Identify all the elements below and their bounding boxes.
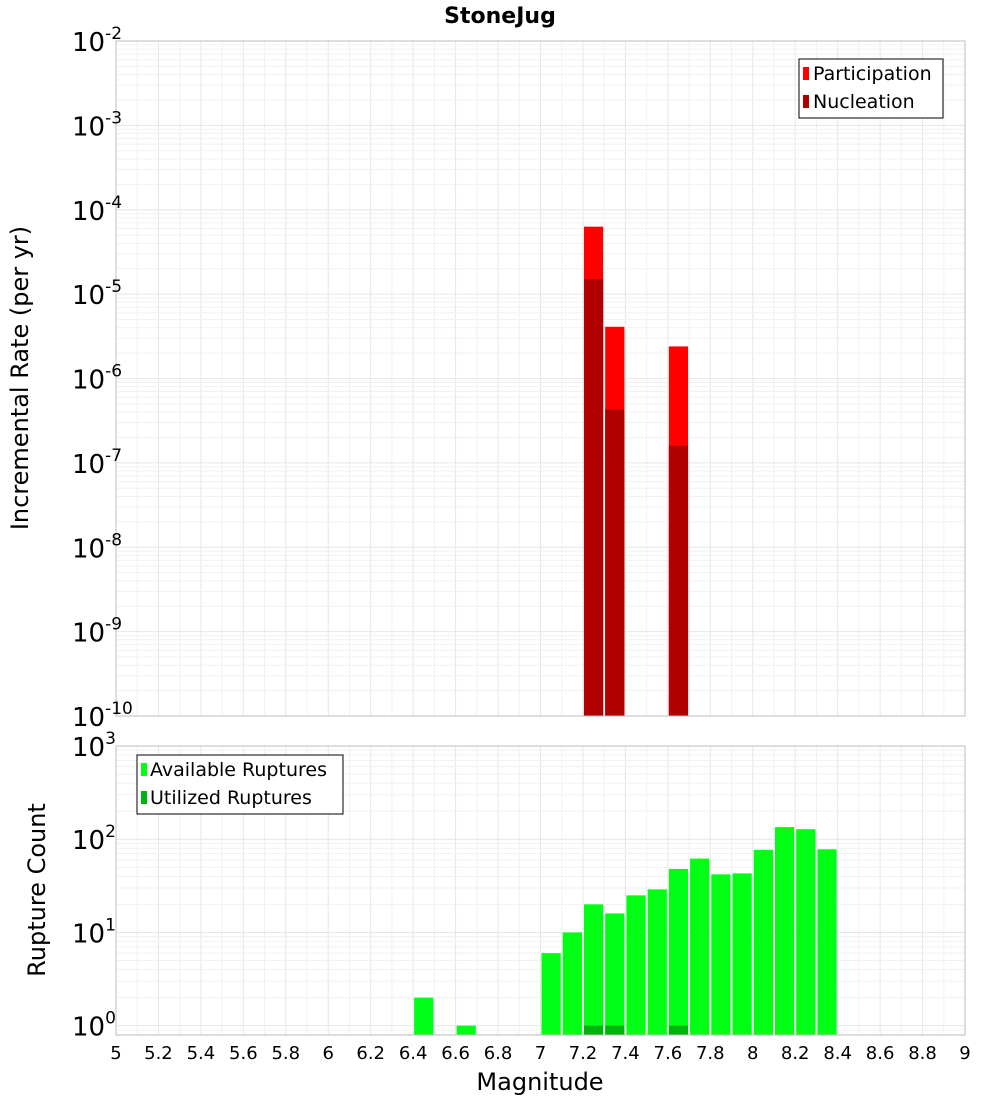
available-ruptures-bar <box>605 913 625 1035</box>
count-plot-frame <box>115 745 966 1036</box>
x-tick-label: 7.4 <box>611 1043 640 1064</box>
count-legend-box <box>136 754 344 815</box>
x-tick-label: 6.6 <box>441 1043 470 1064</box>
available-ruptures-bar <box>626 895 646 1035</box>
x-tick-label: 6.4 <box>399 1043 428 1064</box>
y-tick-label: 102 <box>72 822 116 856</box>
nucleation-bar <box>605 409 625 716</box>
available-ruptures-bar <box>668 868 689 1035</box>
x-tick-label: 8.8 <box>908 1043 937 1064</box>
x-tick-label: 5.8 <box>271 1043 300 1064</box>
available-legend-swatch <box>141 763 147 776</box>
y-tick-label: 10-9 <box>72 615 122 649</box>
available-ruptures-bar <box>796 829 816 1035</box>
x-tick-label: 8 <box>747 1043 758 1064</box>
nucleation-legend-label: Nucleation <box>813 91 915 113</box>
rate-plot-grid <box>115 41 966 717</box>
x-tick-label: 7.8 <box>696 1043 725 1064</box>
x-tick-label: 6.2 <box>356 1043 385 1064</box>
rate-plot-frame <box>115 40 966 717</box>
y-tick-label: 10-8 <box>72 530 122 564</box>
x-tick-label: 6.8 <box>484 1043 513 1064</box>
available-ruptures-bar <box>414 997 434 1035</box>
rate-legend: Participation Nucleation <box>798 58 944 119</box>
count-plot-x-ticks: 5 5.2 5.4 5.6 5.8 6 6.2 6.4 6.6 6.8 7 7.2 7.4 7.6 7.8 8… <box>110 1043 970 1064</box>
x-tick-label: 5.4 <box>187 1043 216 1064</box>
y-tick-label: 100 <box>72 1009 116 1043</box>
nucleation-bar <box>583 279 604 716</box>
y-tick-label: 10-3 <box>72 108 122 142</box>
count-plot-bars <box>414 827 837 1035</box>
x-axis-label: Magnitude <box>476 1068 603 1096</box>
available-ruptures-bar <box>583 904 604 1035</box>
y-tick-label: 103 <box>72 729 116 763</box>
utilized-ruptures-bar <box>605 1025 625 1035</box>
rate-plot-y-ticks: 10-2 10-3 10-4 10-5 10-6 10-7 10-8 10-9 10-10 <box>72 24 133 733</box>
available-ruptures-bar <box>690 858 710 1035</box>
available-ruptures-bar <box>562 932 582 1035</box>
y-tick-label: 10-5 <box>72 277 122 311</box>
y-tick-label: 10-7 <box>72 446 122 480</box>
utilized-ruptures-bar <box>583 1025 604 1035</box>
y-tick-label: 10-10 <box>72 699 133 733</box>
y-tick-label: 10-4 <box>72 193 122 227</box>
participation-legend-swatch <box>803 67 809 80</box>
x-tick-label: 9 <box>959 1043 970 1064</box>
available-ruptures-bar <box>541 953 561 1035</box>
available-ruptures-bar <box>753 849 773 1035</box>
rate-plot-bars <box>583 226 689 716</box>
count-plot: 103 102 101 100 5 5.2 5.4 5.6 5.8 6 6.2 6.4 6.6 6.8 7… <box>23 729 971 1096</box>
utilized-ruptures-bar <box>668 1025 689 1035</box>
rate-legend-box <box>798 58 944 119</box>
utilized-legend-swatch <box>141 791 147 804</box>
available-legend-label: Available Ruptures <box>150 759 327 781</box>
available-ruptures-bar <box>732 873 752 1035</box>
rate-y-axis-label: Incremental Rate (per yr) <box>6 226 34 530</box>
y-tick-label: 101 <box>72 915 116 949</box>
rate-plot: 10-2 10-3 10-4 10-5 10-6 10-7 10-8 10-9 10-10 In… <box>6 24 966 733</box>
nucleation-legend-swatch <box>803 95 809 108</box>
nucleation-bar <box>668 445 689 716</box>
y-tick-label: 10-6 <box>72 362 122 396</box>
x-tick-label: 7 <box>535 1043 546 1064</box>
available-ruptures-bar <box>647 889 667 1035</box>
x-tick-label: 8.2 <box>781 1043 810 1064</box>
chart-title: StoneJug <box>444 4 556 29</box>
x-tick-label: 5.2 <box>144 1043 173 1064</box>
x-tick-label: 7.6 <box>654 1043 683 1064</box>
available-ruptures-bar <box>456 1025 476 1035</box>
x-tick-label: 8.6 <box>866 1043 895 1064</box>
x-tick-label: 8.4 <box>823 1043 852 1064</box>
x-tick-label: 7.2 <box>569 1043 598 1064</box>
available-ruptures-bar <box>711 874 731 1035</box>
utilized-legend-label: Utilized Ruptures <box>150 787 312 809</box>
x-tick-label: 5 <box>110 1043 121 1064</box>
count-legend: Available Ruptures Utilized Ruptures <box>136 754 344 815</box>
available-ruptures-bar <box>774 827 795 1035</box>
count-y-axis-label: Rupture Count <box>23 803 51 977</box>
y-tick-label: 10-2 <box>72 24 122 58</box>
available-ruptures-bar <box>817 849 837 1035</box>
x-tick-label: 6 <box>323 1043 334 1064</box>
participation-legend-label: Participation <box>813 63 932 85</box>
count-plot-y-ticks: 103 102 101 100 <box>72 729 116 1043</box>
x-tick-label: 5.6 <box>229 1043 258 1064</box>
